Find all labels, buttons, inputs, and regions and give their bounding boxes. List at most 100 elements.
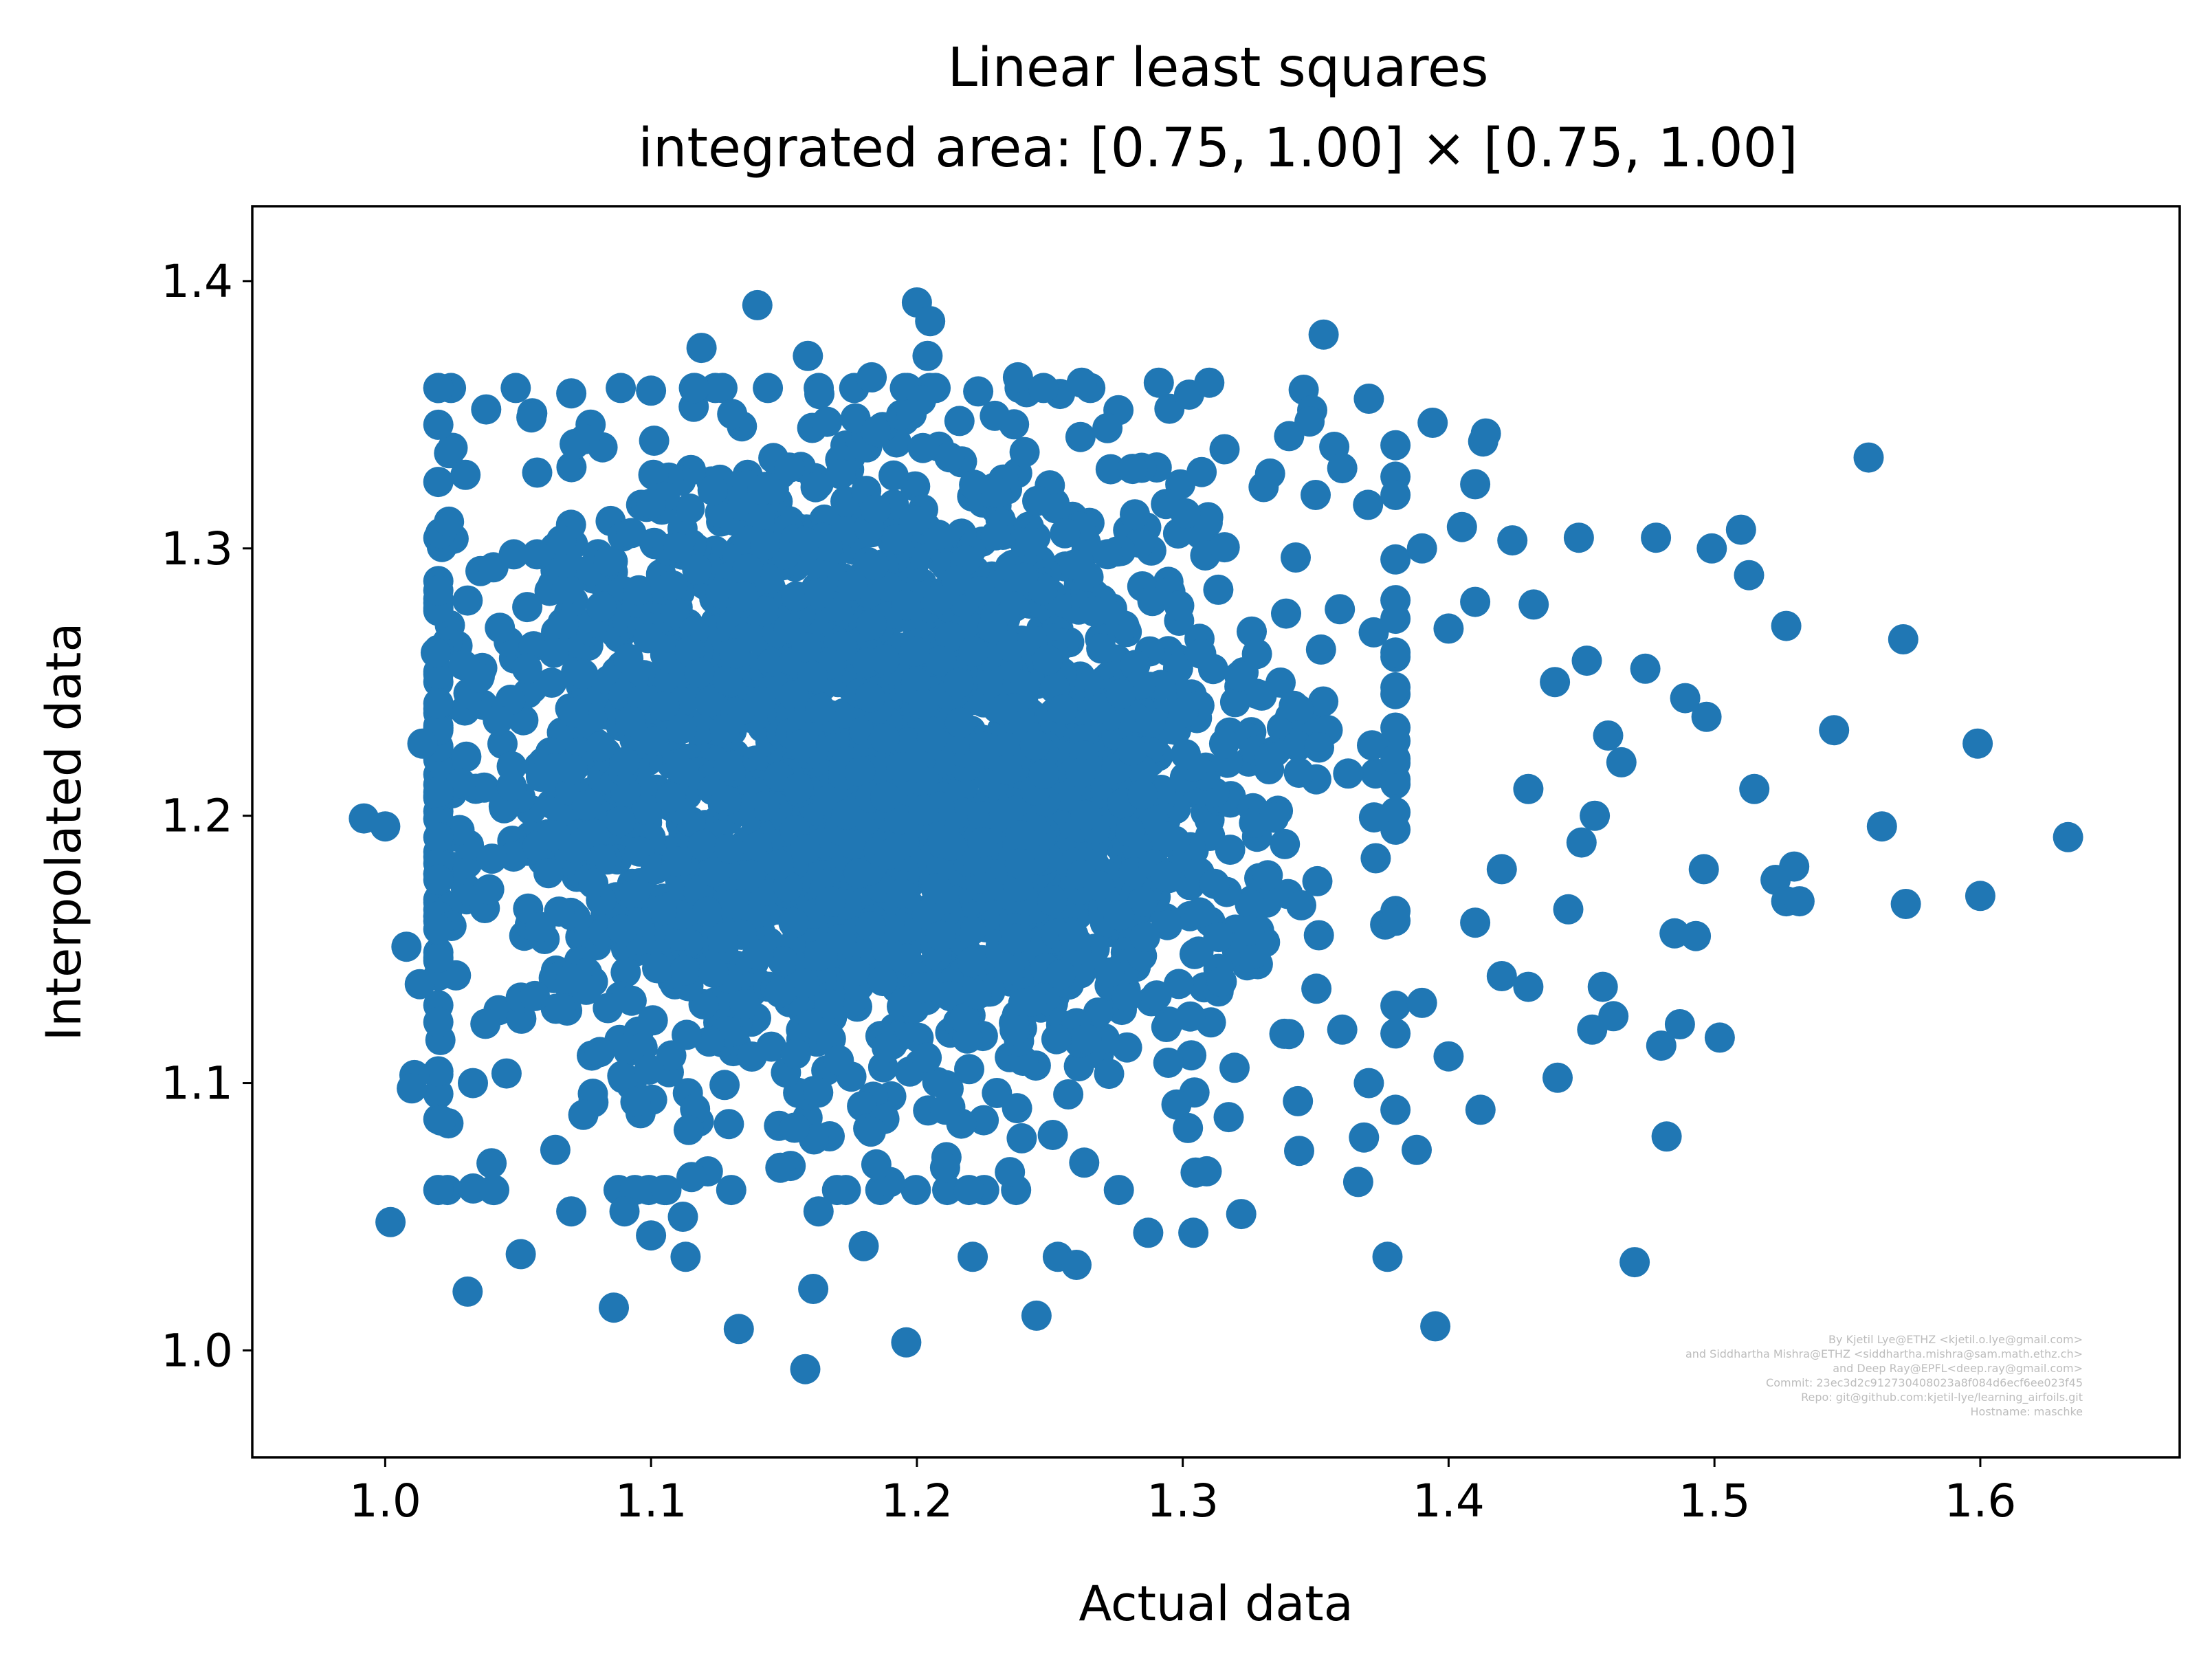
- credit-line: Hostname: maschke: [1971, 1405, 2083, 1418]
- scatter-point: [1271, 598, 1301, 629]
- scatter-point: [962, 979, 993, 1010]
- scatter-point: [1094, 1059, 1125, 1090]
- scatter-point: [1037, 885, 1068, 916]
- scatter-point: [1071, 1024, 1102, 1055]
- x-tick-label: 1.4: [1413, 1475, 1485, 1527]
- scatter-point: [1061, 1250, 1092, 1280]
- scatter-point: [856, 609, 887, 640]
- scatter-point: [678, 373, 709, 404]
- scatter-point: [1203, 574, 1234, 605]
- y-axis-label: Interpolated data: [36, 623, 92, 1041]
- scatter-point: [506, 1003, 537, 1034]
- scatter-point: [571, 790, 602, 821]
- scatter-point: [1380, 585, 1411, 616]
- scatter-point: [512, 592, 543, 623]
- scatter-point: [451, 741, 482, 772]
- scatter-point: [1070, 799, 1101, 830]
- scatter-point: [1286, 890, 1316, 920]
- y-tick-label: 1.0: [161, 1324, 233, 1377]
- scatter-point: [1357, 730, 1387, 761]
- scatter-point: [656, 1040, 687, 1071]
- scatter-point: [639, 426, 670, 456]
- scatter-point: [1105, 678, 1136, 709]
- scatter-point: [1497, 525, 1528, 556]
- scatter-point: [981, 477, 1012, 508]
- scatter-point: [1380, 712, 1411, 743]
- scatter-point: [717, 399, 748, 430]
- scatter-point: [831, 799, 862, 830]
- scatter-point: [884, 804, 915, 835]
- scatter-point: [790, 1354, 821, 1384]
- scatter-point: [750, 529, 780, 560]
- scatter-point: [1152, 909, 1183, 940]
- scatter-point: [1058, 920, 1089, 951]
- scatter-point: [1083, 870, 1114, 901]
- scatter-point: [1028, 759, 1059, 789]
- scatter-point: [753, 373, 784, 404]
- scatter-point: [790, 834, 821, 865]
- chart-title-line2: integrated area: [0.75, 1.00] × [0.75, 1…: [638, 118, 1798, 179]
- scatter-point: [1281, 542, 1311, 573]
- scatter-point: [870, 644, 900, 675]
- scatter-point: [1664, 1009, 1695, 1039]
- scatter-point: [1681, 920, 1712, 951]
- scatter-point: [723, 1314, 754, 1345]
- scatter-point: [616, 985, 647, 1016]
- scatter-point: [803, 1077, 834, 1108]
- scatter-point: [1446, 511, 1477, 542]
- scatter-point: [1053, 1079, 1084, 1110]
- scatter-point: [798, 1274, 829, 1304]
- scatter-point: [464, 662, 495, 693]
- scatter-point: [716, 1175, 746, 1206]
- scatter-point: [1213, 1102, 1244, 1133]
- scatter-point: [1890, 889, 1921, 919]
- scatter-point: [1406, 987, 1437, 1018]
- scatter-point: [1270, 828, 1301, 859]
- scatter-point: [963, 376, 994, 407]
- scatter-point: [955, 915, 986, 946]
- scatter-point: [593, 546, 624, 577]
- scatter-point: [774, 452, 805, 483]
- scatter-point: [1224, 661, 1255, 692]
- scatter-point: [944, 707, 975, 738]
- scatter-point: [1406, 533, 1437, 564]
- scatter-point: [474, 874, 505, 905]
- scatter-point: [732, 553, 763, 584]
- x-tick-label: 1.6: [1944, 1475, 2016, 1527]
- scatter-point: [423, 864, 454, 895]
- scatter-point: [1254, 742, 1285, 773]
- scatter-point: [498, 841, 529, 872]
- scatter-point: [1150, 861, 1181, 892]
- scatter-point: [1003, 871, 1034, 902]
- scatter-point: [1704, 1022, 1735, 1053]
- scatter-point: [1151, 821, 1182, 852]
- scatter-point: [498, 539, 529, 570]
- scatter-point: [1001, 923, 1032, 954]
- scatter-point: [855, 911, 886, 942]
- scatter-point: [522, 539, 553, 570]
- scatter-point: [404, 969, 435, 1000]
- scatter-point: [1301, 480, 1331, 510]
- scatter-point: [1888, 624, 1918, 654]
- scatter-point: [1598, 1001, 1629, 1032]
- scatter-point: [969, 1105, 999, 1136]
- scatter-point: [546, 525, 577, 555]
- scatter-point: [826, 924, 856, 955]
- scatter-point: [830, 1175, 861, 1206]
- scatter-point: [485, 612, 516, 643]
- scatter-point: [988, 798, 1019, 829]
- scatter-point: [397, 1073, 428, 1104]
- credit-line: By Kjetil Lye@ETHZ <kjetil.o.lye@gmail.c…: [1828, 1333, 2083, 1346]
- scatter-point: [536, 667, 567, 698]
- credit-line: Commit: 23ec3d2c912730408023a8f084d6ecf6…: [1766, 1376, 2083, 1389]
- scatter-point: [1059, 549, 1090, 580]
- scatter-point: [425, 1105, 456, 1136]
- scatter-point: [586, 591, 617, 622]
- scatter-point: [1009, 437, 1040, 467]
- scatter-point: [837, 570, 868, 601]
- scatter-point: [420, 637, 451, 668]
- scatter-point: [886, 878, 917, 909]
- scatter-point: [423, 822, 454, 852]
- y-tick-label: 1.3: [161, 522, 233, 575]
- scatter-point: [471, 394, 502, 425]
